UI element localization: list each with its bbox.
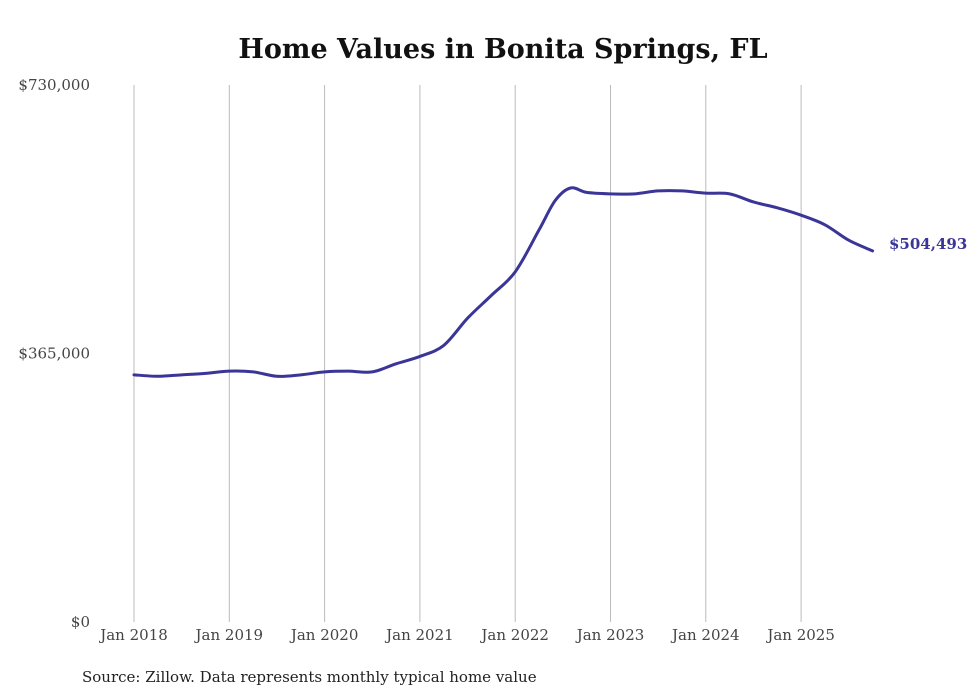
x-tick-label: Jan 2024: [670, 626, 740, 644]
y-tick-label: $0: [71, 613, 90, 631]
x-tick-label: Jan 2022: [479, 626, 549, 644]
y-tick-label: $730,000: [18, 76, 90, 94]
x-tick-label: Jan 2023: [575, 626, 645, 644]
x-tick-label: Jan 2020: [289, 626, 359, 644]
home-values-chart: Home Values in Bonita Springs, FL $0 $365…: [18, 34, 967, 644]
x-tick-label: Jan 2025: [765, 626, 835, 644]
source-note: Source: Zillow. Data represents monthly …: [82, 668, 537, 686]
chart-title: Home Values in Bonita Springs, FL: [238, 34, 767, 65]
x-tick-label: Jan 2018: [98, 626, 168, 644]
end-value-label: $504,493: [889, 235, 967, 253]
y-tick-label: $365,000: [18, 345, 90, 363]
x-tick-label: Jan 2021: [384, 626, 454, 644]
series-line: [132, 186, 875, 378]
x-tick-label: Jan 2019: [194, 626, 264, 644]
